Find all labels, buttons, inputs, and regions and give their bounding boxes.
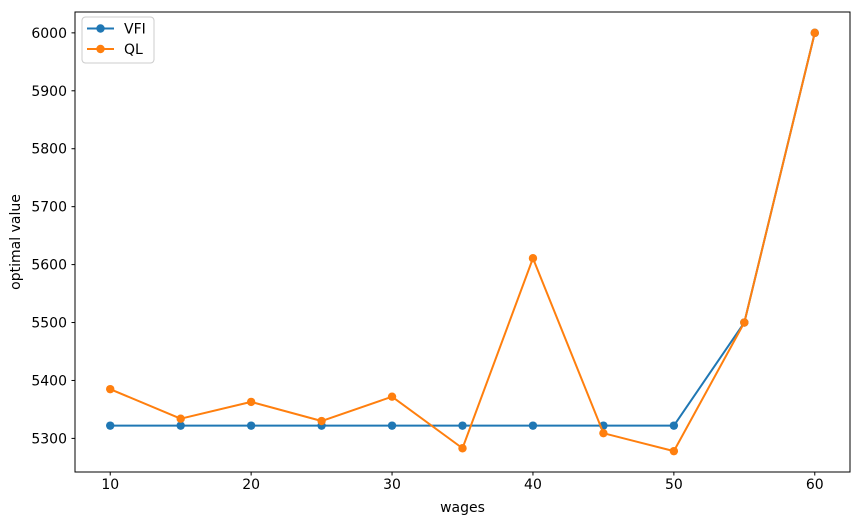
ql-marker (176, 414, 185, 423)
ql-marker (810, 28, 819, 38)
y-tick-label: 5400 (31, 373, 67, 389)
vfi-marker (176, 421, 185, 430)
y-tick-label: 5500 (31, 316, 67, 332)
y-tick-label: 6000 (31, 26, 67, 42)
ql-marker (740, 318, 749, 327)
y-tick-label: 5900 (31, 84, 67, 100)
ql-marker (599, 428, 608, 438)
vfi-marker (387, 421, 397, 430)
legend-ql-label: QL (124, 42, 143, 58)
plot-area (75, 12, 850, 472)
ql-marker (528, 254, 538, 263)
vfi-marker (106, 421, 115, 430)
x-tick-label: 10 (101, 477, 119, 493)
x-tick-label: 40 (524, 477, 542, 493)
ql-marker (106, 384, 115, 394)
vfi-marker (669, 421, 679, 430)
y-axis-label: optimal value (8, 194, 24, 290)
vfi-marker (246, 421, 256, 430)
y-tick-label: 5600 (31, 258, 67, 274)
x-tick-label: 20 (242, 477, 260, 493)
x-tick-label: 30 (383, 477, 401, 493)
legend-ql-marker (96, 44, 105, 54)
ql-marker (669, 446, 679, 456)
axes-frame (74, 11, 851, 473)
vfi-marker (528, 421, 538, 430)
ql-marker (246, 397, 256, 407)
ql-marker (317, 416, 326, 426)
legend-vfi-label: VFI (124, 22, 146, 38)
x-tick-label: 60 (806, 477, 824, 493)
vfi-marker (458, 421, 467, 430)
y-tick-label: 5700 (31, 200, 67, 216)
ql-marker (458, 444, 467, 453)
y-tick-label: 5300 (31, 431, 67, 447)
ql-marker (387, 392, 397, 401)
x-axis-label: wages (440, 500, 485, 516)
legend-vfi-marker (96, 24, 105, 33)
y-tick-label: 5800 (31, 142, 67, 158)
x-tick-label: 50 (665, 477, 683, 493)
